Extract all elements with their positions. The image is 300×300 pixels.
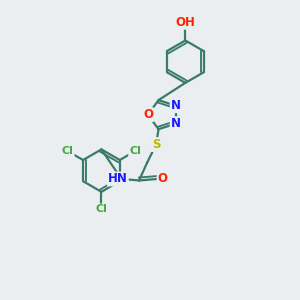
Text: O: O bbox=[158, 172, 168, 185]
Text: Cl: Cl bbox=[62, 146, 74, 156]
Text: Cl: Cl bbox=[129, 146, 141, 156]
Text: N: N bbox=[171, 99, 181, 112]
Text: N: N bbox=[171, 117, 181, 130]
Text: Cl: Cl bbox=[95, 205, 107, 214]
Text: HN: HN bbox=[108, 172, 128, 185]
Text: OH: OH bbox=[176, 16, 195, 29]
Text: O: O bbox=[143, 108, 153, 121]
Text: S: S bbox=[152, 138, 161, 151]
